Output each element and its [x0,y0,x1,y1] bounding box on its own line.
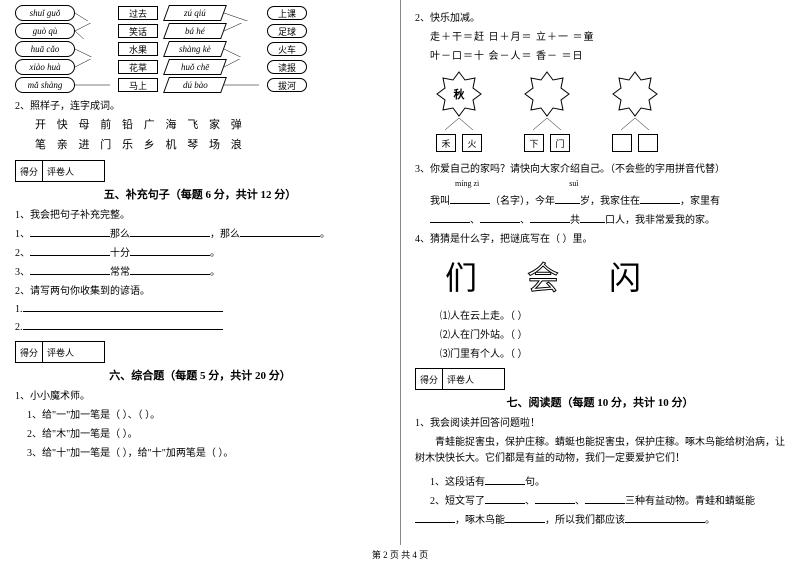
char-row: 开 快 母 前 铅 广 海 飞 家 弹 [35,116,385,132]
match-lines [224,77,259,93]
cn-box: 水果 [118,42,158,56]
right-column: 2、快乐加减。 走＋干＝赶 日＋月＝ 立＋一 ＝童 叶－口＝十 会－人＝ 香－ … [400,0,800,545]
page-footer: 第 2 页 共 4 页 [0,545,800,561]
q-text: 2、请写两句你收集到的谚语。 [15,282,385,297]
fill-line: 2、短文写了、、三种有益动物。青蛙和蜻蜓能 [430,492,785,507]
q-text: 1、给"一"加一笔是（ ）、（ ）。 [27,406,385,421]
fill-line: 2. [15,319,385,333]
q-text: 1、小小魔术师。 [15,387,385,402]
connector-lines [523,118,571,130]
cn-box: 拔河 [267,78,307,92]
grader-label: 评卷人 [43,161,78,181]
eq-line: 走＋干＝赶 日＋月＝ 立＋一 ＝童 [430,28,785,43]
match-lines [224,23,259,39]
pinyin-box: xiào huà [15,59,75,75]
fill-line: 、、共口人，我非常爱我的家。 [430,211,785,226]
fill-line: 1、这段话有句。 [430,473,785,488]
match-lines [224,59,259,75]
left-column: shuǐ guǒ 过去 zú qiú 上课 guò qù 笑话 bá hé 足球… [0,0,400,545]
connector-lines [435,118,483,130]
pinyin-box: huǒ chē [163,59,227,75]
pinyin-box: mǎ shàng [15,77,75,93]
char-box [638,134,658,152]
char-box: 门 [550,134,570,152]
column-divider [400,0,401,545]
pinyin-box: shàng kè [163,41,227,57]
match-lines [224,41,259,57]
star-shape [611,70,659,118]
score-label: 得分 [416,369,443,389]
big-chars: 们 会 闪 [445,253,785,299]
fill-line: 我叫（名字），今年岁，我家住在，家里有 [430,192,785,207]
riddle-line: ⑶门里有个人。（ ） [440,345,785,360]
match-diagram: shuǐ guǒ 过去 zú qiú 上课 guò qù 笑话 bá hé 足球… [15,5,385,93]
char-box [612,134,632,152]
match-lines [75,5,110,21]
pinyin-box: huā cǎo [15,41,75,57]
pinyin-box: bá hé [163,23,227,39]
grader-label: 评卷人 [43,342,78,362]
pinyin-box: guò qù [15,23,75,39]
big-char: 会 [527,253,559,299]
fill-line: 1、那么，那么。 [15,225,385,240]
section-title: 七、阅读题（每题 10 分，共计 10 分） [415,394,785,410]
star-shape [523,70,571,118]
cn-box: 读报 [267,60,307,74]
fill-line: 1. [15,301,385,315]
star-diagram: 秋 禾火 下门 [435,70,785,152]
cn-box: 马上 [118,78,158,92]
q-text: 3、给"十"加一笔是（ ），给"十"加两笔是（ ）。 [27,444,385,459]
match-lines [75,77,110,93]
cn-box: 过去 [118,6,158,20]
riddle-line: ⑵人在门外站。（ ） [440,326,785,341]
q-text: 2、给"木"加一笔是（ ）。 [27,425,385,440]
cn-box: 笑话 [118,24,158,38]
q-title: 4、猜猜是什么字，把谜底写在（ ）里。 [415,230,785,245]
riddle-line: ⑴人在云上走。（ ） [440,307,785,322]
grader-label: 评卷人 [443,369,478,389]
cn-box: 上课 [267,6,307,20]
q-title: 3、你爱自己的家吗？请快向大家介绍自己。（不会些的字用拼音代替） [415,160,785,175]
q-text: 1、我会把句子补充完整。 [15,206,385,221]
char-box: 下 [524,134,544,152]
q2-title: 2、照样子，连字成词。 [15,97,385,112]
char-box: 火 [462,134,482,152]
cn-box: 火车 [267,42,307,56]
eq-line: 叶－口＝十 会－人＝ 香－ ＝日 [430,47,785,62]
big-char: 闪 [609,253,641,299]
pinyin-box: shuǐ guǒ [15,5,75,21]
fill-line: 2、十分。 [15,244,385,259]
big-char: 们 [445,253,477,299]
char-box: 禾 [436,134,456,152]
pinyin-box: zú qiú [163,5,227,21]
fill-line: ，啄木鸟能，所以我们都应该。 [415,511,785,526]
match-lines [75,41,110,57]
pinyin-box: dú bào [163,77,227,93]
score-box: 得分 评卷人 [415,368,505,390]
reading-para: 青蛙能捉害虫，保护庄稼。蜻蜓也能捉害虫，保护庄稼。啄木鸟能给树治病，让树木快快长… [415,435,785,467]
star-shape: 秋 [435,70,483,118]
connector-lines [611,118,659,130]
section-title: 五、补充句子（每题 6 分，共计 12 分） [15,186,385,202]
cn-box: 足球 [267,24,307,38]
fill-line: 3、常常。 [15,263,385,278]
score-label: 得分 [16,342,43,362]
match-lines [224,5,259,21]
cn-box: 花草 [118,60,158,74]
score-box: 得分 评卷人 [15,341,105,363]
q-text: 1、我会阅读并回答问题啦！ [415,414,785,429]
match-lines [75,59,110,75]
score-box: 得分 评卷人 [15,160,105,182]
q-title: 2、快乐加减。 [415,9,785,24]
section-title: 六、综合题（每题 5 分，共计 20 分） [15,367,385,383]
score-label: 得分 [16,161,43,181]
char-row: 笔 亲 进 门 乐 乡 机 琴 场 浪 [35,136,385,152]
pinyin-hint: míng zisuì [455,179,785,188]
match-lines [75,23,110,39]
